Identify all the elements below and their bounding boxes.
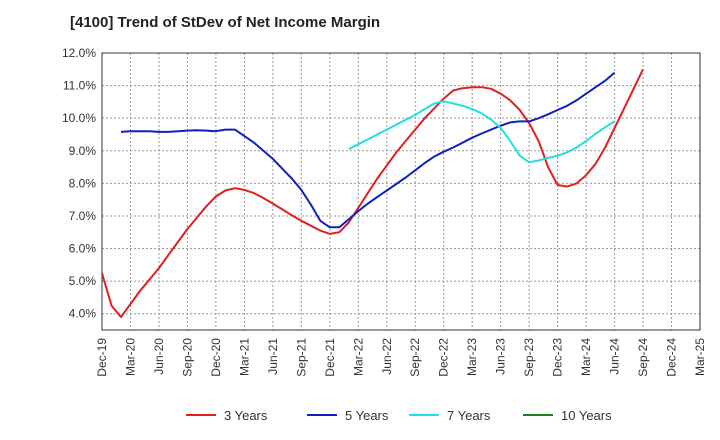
x-tick-label: Mar-24 bbox=[579, 338, 593, 376]
x-tick-label: Sep-22 bbox=[408, 338, 422, 377]
y-tick-label: 10.0% bbox=[62, 111, 96, 125]
legend-label-7-years: 7 Years bbox=[447, 408, 491, 423]
x-tick-label: Mar-25 bbox=[693, 338, 707, 376]
plot-border bbox=[101, 52, 701, 331]
x-tick-label: Mar-23 bbox=[465, 338, 479, 376]
x-tick-label: Jun-22 bbox=[380, 338, 394, 375]
legend-label-10-years: 10 Years bbox=[561, 408, 612, 423]
x-tick-label: Sep-21 bbox=[294, 338, 308, 377]
legend: 3 Years 5 Years 7 Years 10 Years bbox=[186, 408, 612, 423]
x-tick-label: Jun-21 bbox=[266, 338, 280, 375]
x-tick-label: Sep-23 bbox=[522, 338, 536, 377]
x-tick-label: Mar-22 bbox=[351, 338, 365, 376]
x-tick-label: Mar-21 bbox=[237, 338, 251, 376]
grid-lines bbox=[102, 52, 700, 330]
y-tick-label: 12.0% bbox=[62, 46, 96, 60]
x-tick-label: Dec-19 bbox=[95, 338, 109, 377]
x-tick-label: Jun-20 bbox=[152, 338, 166, 375]
y-tick-label: 5.0% bbox=[69, 274, 97, 288]
axes: 4.0% 5.0% 6.0% 7.0% 8.0% 9.0% 10.0% 11.0% 12.0% D… bbox=[62, 46, 707, 377]
x-tick-label: Dec-24 bbox=[665, 338, 679, 377]
x-tick-label: Jun-24 bbox=[608, 338, 622, 375]
y-tick-label: 6.0% bbox=[69, 242, 97, 256]
y-tick-label: 9.0% bbox=[69, 144, 97, 158]
x-tick-label: Dec-23 bbox=[551, 338, 565, 377]
chart-title: [4100] Trend of StDev of Net Income Marg… bbox=[70, 14, 381, 31]
series-line-7-years bbox=[348, 100, 616, 164]
y-tick-label: 4.0% bbox=[69, 307, 97, 321]
y-tick-label: 8.0% bbox=[69, 176, 97, 190]
series-line-5-years bbox=[120, 71, 616, 229]
x-tick-label: Sep-24 bbox=[636, 338, 650, 377]
x-tick-label: Sep-20 bbox=[180, 338, 194, 377]
legend-label-5-years: 5 Years bbox=[345, 408, 389, 423]
x-tick-label: Dec-20 bbox=[209, 338, 223, 377]
x-tick-label: Dec-22 bbox=[437, 338, 451, 377]
series-lines bbox=[101, 68, 644, 318]
y-tick-label: 11.0% bbox=[63, 79, 96, 93]
y-tick-label: 7.0% bbox=[69, 209, 97, 223]
series-line-3-years bbox=[101, 68, 644, 318]
legend-label-3-years: 3 Years bbox=[224, 408, 268, 423]
plot-area bbox=[102, 53, 700, 330]
x-tick-label: Mar-20 bbox=[123, 338, 137, 376]
x-tick-label: Jun-23 bbox=[494, 338, 508, 375]
x-tick-label: Dec-21 bbox=[323, 338, 337, 377]
